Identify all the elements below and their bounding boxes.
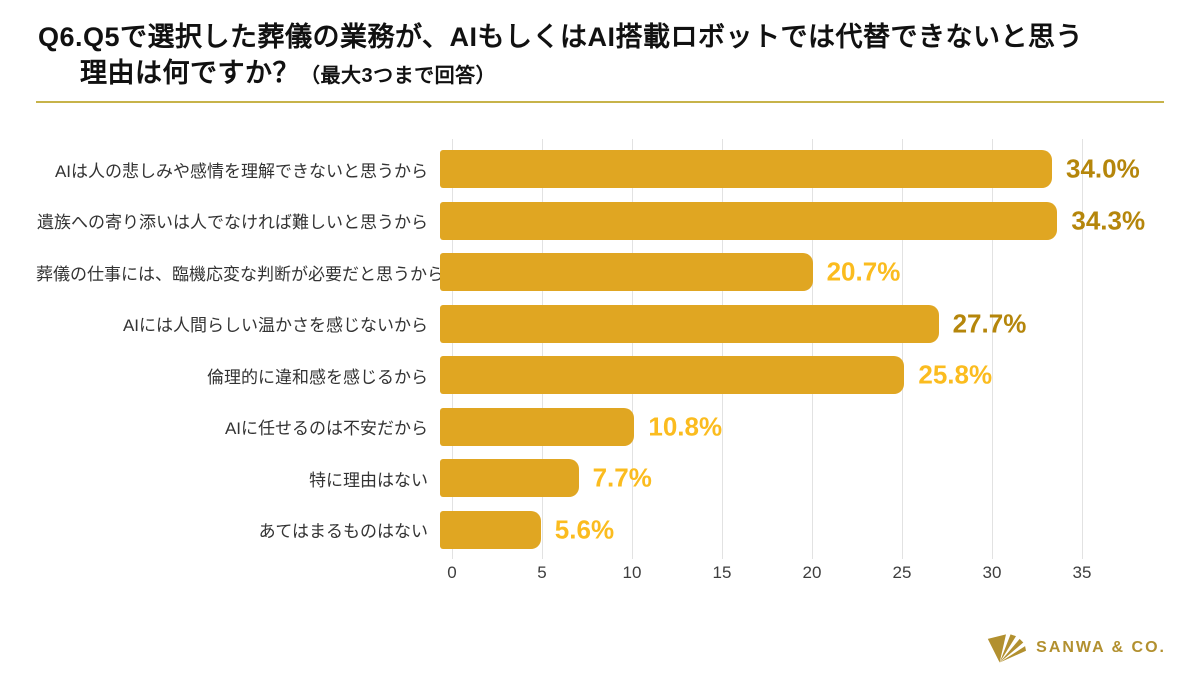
page-title-line1: Q6.Q5で選択した葬儀の業務が、AIもしくはAI搭載ロボットでは代替できないと… [38, 22, 1083, 52]
bar-track: 7.7% [440, 459, 1088, 497]
category-label: あてはまるものはない [258, 522, 428, 541]
chart-row: 倫理的に違和感を感じるから 25.8% [36, 349, 1200, 401]
value-label: 20.7% [826, 256, 901, 287]
x-tick-label: 25 [892, 563, 912, 583]
x-tick-label: 0 [447, 563, 457, 583]
category-label: 遺族への寄り添いは人でなければ難しいと思うから [37, 213, 428, 232]
bar [440, 510, 541, 549]
bar-track: 10.8% [440, 407, 1088, 446]
bar [440, 304, 939, 343]
bar [440, 407, 635, 446]
page-title-note: （最大3つまで回答） [300, 64, 497, 87]
category-label: AIに任せるのは不安だから [224, 419, 428, 438]
chart-row: AIに任せるのは不安だから 10.8% [36, 401, 1200, 453]
bar-track: 27.7% [440, 304, 1088, 343]
category-label: AIは人の悲しみや感情を理解できないと思うから [54, 161, 428, 181]
gridline [812, 139, 813, 560]
page-title-line2-main: 理由は何ですか？ [80, 57, 300, 88]
page-header: Q6.Q5で選択した葬儀の業務が、AIもしくはAI搭載ロボットでは代替できないと… [0, 0, 1200, 91]
bar-rows: AIは人の悲しみや感情を理解できないと思うから 34.0% 遺族への寄り添いは人でな… [36, 143, 1200, 555]
x-tick-label: 35 [1072, 563, 1092, 583]
x-tick-label: 15 [712, 563, 732, 583]
bar-chart: AIは人の悲しみや感情を理解できないと思うから 34.0% 遺族への寄り添いは人でな… [0, 139, 1200, 585]
gridline [992, 139, 993, 560]
company-logo-text: SANWA & CO. [1036, 639, 1166, 656]
bar-track: 5.6% [440, 510, 1088, 549]
value-label: 7.7% [592, 462, 652, 493]
category-label: AIには人間らしい温かさを感じないから [122, 316, 428, 335]
gridlines [452, 139, 1100, 560]
bar [440, 150, 1052, 188]
category-label: 特に理由はない [309, 470, 428, 490]
bar [440, 253, 813, 291]
page-title-line2: 理由は何ですか？（最大3つまで回答） [80, 56, 1164, 92]
gridline [632, 139, 633, 560]
sanwa-logo-icon [986, 631, 1027, 665]
x-tick-label: 5 [537, 563, 547, 583]
gridline [452, 139, 453, 560]
gridline [542, 139, 543, 560]
x-tick-label: 20 [802, 563, 822, 583]
chart-row: 葬儀の仕事には、臨機応変な判断が必要だと思うから 20.7% [36, 246, 1200, 298]
value-label: 27.7% [952, 308, 1027, 338]
category-label: 倫理的に違和感を感じるから [207, 367, 428, 387]
x-tick-label: 30 [982, 563, 1002, 583]
value-label: 34.0% [1066, 153, 1140, 184]
bar-track: 34.0% [440, 150, 1140, 188]
bar [440, 356, 905, 394]
bar [440, 201, 1058, 240]
bar-track: 34.3% [440, 201, 1145, 240]
chart-row: AIは人の悲しみや感情を理解できないと思うから 34.0% [36, 143, 1200, 195]
value-label: 25.8% [918, 359, 993, 390]
chart-row: あてはまるものはない 5.6% [36, 504, 1200, 556]
company-logo: SANWA & CO. [986, 631, 1166, 665]
value-label: 10.8% [648, 411, 723, 441]
value-label: 5.6% [554, 514, 615, 544]
gridline [722, 139, 723, 560]
bar-track: 20.7% [440, 253, 1088, 291]
chart-row: 遺族への寄り添いは人でなければ難しいと思うから 34.3% [36, 195, 1200, 247]
bar-track: 25.8% [440, 356, 1088, 394]
chart-row: 特に理由はない 7.7% [36, 452, 1200, 504]
x-tick-label: 10 [622, 563, 642, 583]
chart-row: AIには人間らしい温かさを感じないから 27.7% [36, 298, 1200, 350]
gridline [902, 139, 903, 560]
x-axis: 0 5 10 15 20 25 30 35 [447, 555, 1100, 585]
title-divider [36, 101, 1164, 104]
gridline [1082, 139, 1083, 560]
bar [440, 459, 579, 497]
category-label: 葬儀の仕事には、臨機応変な判断が必要だと思うから [36, 264, 444, 284]
value-label: 34.3% [1071, 205, 1146, 235]
